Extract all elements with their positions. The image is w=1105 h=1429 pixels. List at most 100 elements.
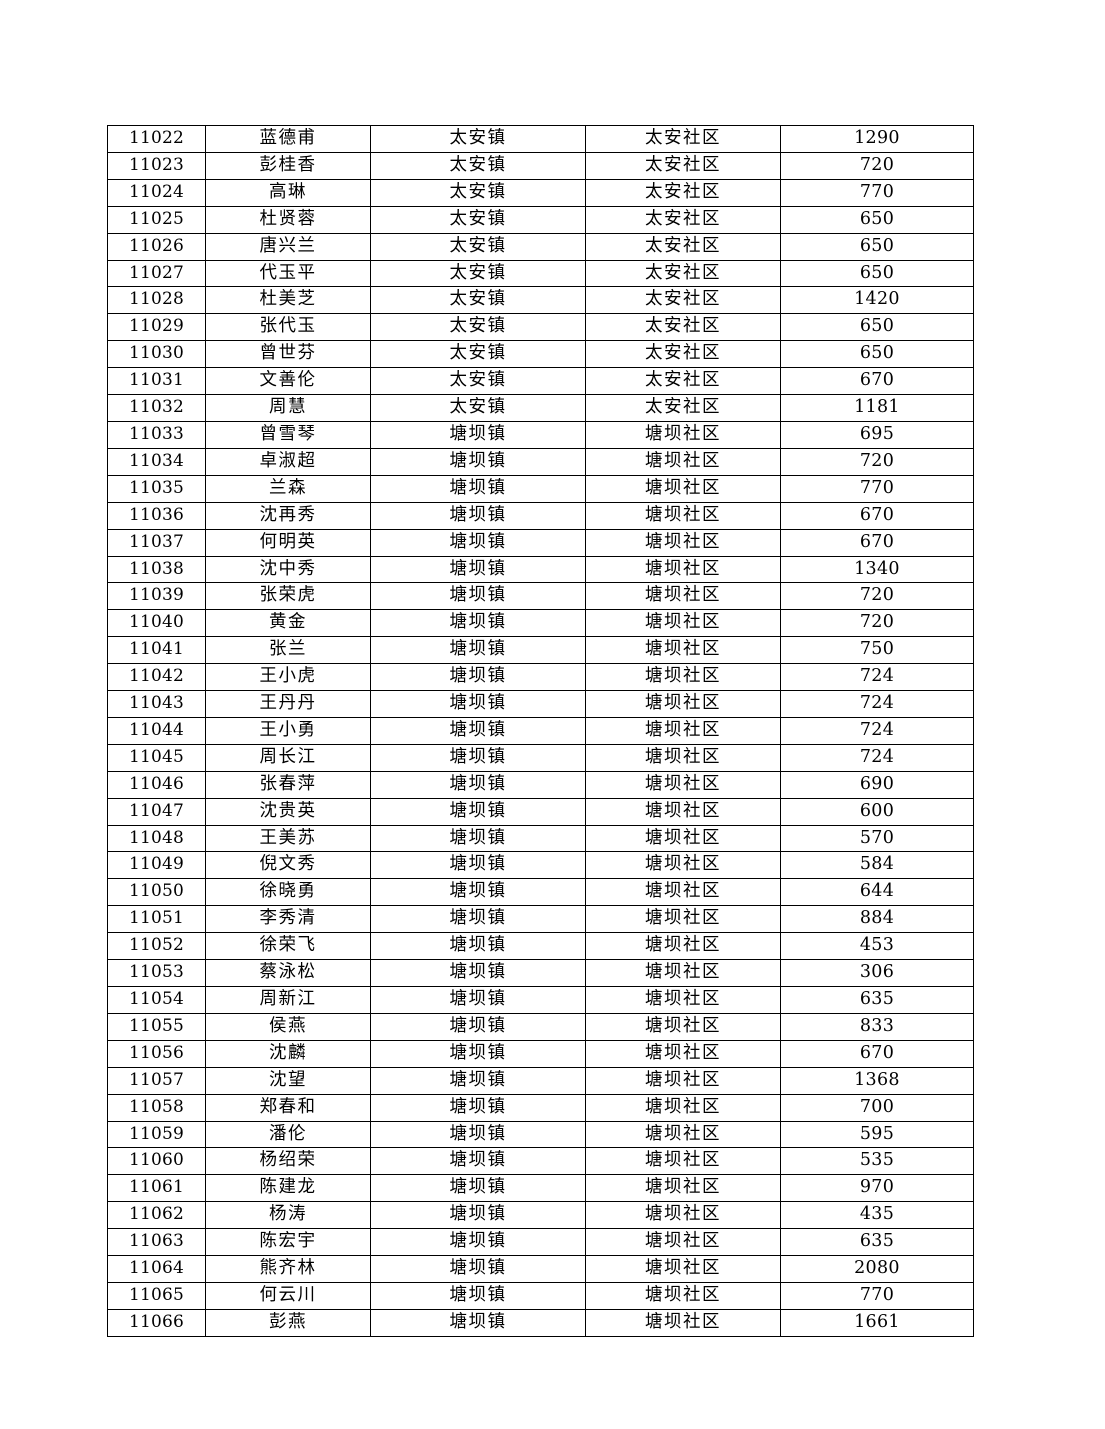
table-cell-name: 王美苏 <box>205 824 371 853</box>
table-cell-amount: 724 <box>780 663 974 692</box>
table-cell-id: 11036 <box>107 501 206 530</box>
table-cell-community: 塘坝社区 <box>585 986 781 1014</box>
table-cell-town: 塘坝镇 <box>370 1093 586 1122</box>
table-row: 11062 杨涛 塘坝镇 塘坝社区 435 <box>107 1201 974 1230</box>
table-cell-id: 11025 <box>107 205 206 234</box>
table-cell-name: 张代玉 <box>205 313 371 342</box>
table-cell-id: 11023 <box>107 151 206 180</box>
table-row: 11036 沈再秀 塘坝镇 塘坝社区 670 <box>107 501 974 530</box>
table-cell-name: 沈望 <box>205 1066 371 1095</box>
table-row: 11027 代玉平 太安镇 太安社区 650 <box>107 259 974 288</box>
table-cell-id: 11057 <box>107 1066 206 1095</box>
table-cell-town: 塘坝镇 <box>370 770 586 799</box>
table-row: 11024 高琳 太安镇 太安社区 770 <box>107 178 974 207</box>
table-cell-town: 太安镇 <box>370 178 586 207</box>
table-cell-community: 塘坝社区 <box>585 528 781 557</box>
table-row: 11029 张代玉 太安镇 太安社区 650 <box>107 313 974 342</box>
table-cell-community: 太安社区 <box>585 313 781 342</box>
table-cell-amount: 650 <box>780 205 974 234</box>
table-cell-town: 太安镇 <box>370 394 586 422</box>
table-row: 11033 曾雪琴 塘坝镇 塘坝社区 695 <box>107 420 974 449</box>
table-cell-id: 11032 <box>107 394 206 422</box>
table-cell-name: 熊齐林 <box>205 1255 371 1283</box>
table-cell-community: 塘坝社区 <box>585 1012 781 1041</box>
table-cell-name: 沈麟 <box>205 1039 371 1068</box>
table-cell-town: 塘坝镇 <box>370 528 586 557</box>
table-cell-id: 11040 <box>107 609 206 638</box>
table-cell-name: 何云川 <box>205 1281 371 1310</box>
table-row: 11026 唐兴兰 太安镇 太安社区 650 <box>107 232 974 261</box>
table-row: 11048 王美苏 塘坝镇 塘坝社区 570 <box>107 824 974 853</box>
table-cell-id: 11033 <box>107 420 206 449</box>
table-row: 11064 熊齐林 塘坝镇 塘坝社区 2080 <box>107 1255 974 1283</box>
table-cell-name: 唐兴兰 <box>205 232 371 261</box>
table-cell-id: 11049 <box>107 851 206 880</box>
table-row: 11058 郑春和 塘坝镇 塘坝社区 700 <box>107 1093 974 1122</box>
table-cell-name: 徐晓勇 <box>205 878 371 907</box>
table-cell-id: 11039 <box>107 582 206 611</box>
table-cell-town: 塘坝镇 <box>370 555 586 584</box>
table-cell-name: 兰森 <box>205 474 371 503</box>
table-cell-id: 11065 <box>107 1281 206 1310</box>
table-cell-community: 太安社区 <box>585 394 781 422</box>
table-cell-community: 塘坝社区 <box>585 1039 781 1068</box>
table-cell-community: 塘坝社区 <box>585 636 781 665</box>
table-cell-community: 塘坝社区 <box>585 1228 781 1257</box>
table-cell-id: 11038 <box>107 555 206 584</box>
table-cell-id: 11064 <box>107 1255 206 1283</box>
table-cell-name: 王小勇 <box>205 716 371 745</box>
table-cell-name: 何明英 <box>205 528 371 557</box>
table-cell-amount: 724 <box>780 716 974 745</box>
table-cell-community: 塘坝社区 <box>585 1147 781 1176</box>
table-cell-amount: 650 <box>780 232 974 261</box>
table-cell-town: 太安镇 <box>370 340 586 369</box>
table-cell-id: 11041 <box>107 636 206 665</box>
table-cell-name: 徐荣飞 <box>205 932 371 961</box>
table-row: 11038 沈中秀 塘坝镇 塘坝社区 1340 <box>107 555 974 584</box>
table-cell-amount: 670 <box>780 1039 974 1068</box>
table-cell-name: 倪文秀 <box>205 851 371 880</box>
table-cell-community: 塘坝社区 <box>585 1281 781 1310</box>
table-row: 11022 蓝德甫 太安镇 太安社区 1290 <box>107 125 974 153</box>
table-cell-community: 太安社区 <box>585 205 781 234</box>
table-row: 11059 潘伦 塘坝镇 塘坝社区 595 <box>107 1120 974 1149</box>
table-row: 11032 周慧 太安镇 太安社区 1181 <box>107 394 974 422</box>
table-cell-town: 塘坝镇 <box>370 1228 586 1257</box>
table-cell-community: 塘坝社区 <box>585 663 781 692</box>
table-cell-community: 太安社区 <box>585 367 781 396</box>
table-cell-name: 代玉平 <box>205 259 371 288</box>
table-cell-town: 塘坝镇 <box>370 1120 586 1149</box>
table-cell-town: 太安镇 <box>370 125 586 153</box>
table-cell-amount: 635 <box>780 986 974 1014</box>
table-row: 11057 沈望 塘坝镇 塘坝社区 1368 <box>107 1066 974 1095</box>
table-cell-town: 塘坝镇 <box>370 986 586 1014</box>
table-cell-id: 11063 <box>107 1228 206 1257</box>
table-cell-community: 塘坝社区 <box>585 609 781 638</box>
table-row: 11046 张春萍 塘坝镇 塘坝社区 690 <box>107 770 974 799</box>
table-cell-amount: 670 <box>780 501 974 530</box>
table-cell-id: 11044 <box>107 716 206 745</box>
table-cell-name: 蓝德甫 <box>205 125 371 153</box>
table-cell-town: 太安镇 <box>370 232 586 261</box>
table-cell-name: 张春萍 <box>205 770 371 799</box>
table-cell-name: 彭燕 <box>205 1308 371 1337</box>
table-cell-id: 11061 <box>107 1174 206 1203</box>
table-cell-amount: 833 <box>780 1012 974 1041</box>
table-cell-town: 太安镇 <box>370 205 586 234</box>
table-cell-community: 太安社区 <box>585 286 781 315</box>
roster-table-container: 11022 蓝德甫 太安镇 太安社区 1290 11023 彭桂香 太安镇 太安社区 720 110… <box>107 125 974 1337</box>
table-cell-community: 塘坝社区 <box>585 474 781 503</box>
table-cell-name: 陈宏宇 <box>205 1228 371 1257</box>
table-cell-name: 周慧 <box>205 394 371 422</box>
table-row: 11054 周新江 塘坝镇 塘坝社区 635 <box>107 986 974 1014</box>
table-row: 11034 卓淑超 塘坝镇 塘坝社区 720 <box>107 447 974 476</box>
table-cell-name: 王小虎 <box>205 663 371 692</box>
table-row: 11025 杜贤蓉 太安镇 太安社区 650 <box>107 205 974 234</box>
table-cell-amount: 650 <box>780 340 974 369</box>
table-cell-name: 陈建龙 <box>205 1174 371 1203</box>
table-cell-town: 塘坝镇 <box>370 743 586 772</box>
table-cell-amount: 695 <box>780 420 974 449</box>
table-row: 11056 沈麟 塘坝镇 塘坝社区 670 <box>107 1039 974 1068</box>
table-cell-amount: 1368 <box>780 1066 974 1095</box>
table-row: 11066 彭燕 塘坝镇 塘坝社区 1661 <box>107 1308 974 1337</box>
